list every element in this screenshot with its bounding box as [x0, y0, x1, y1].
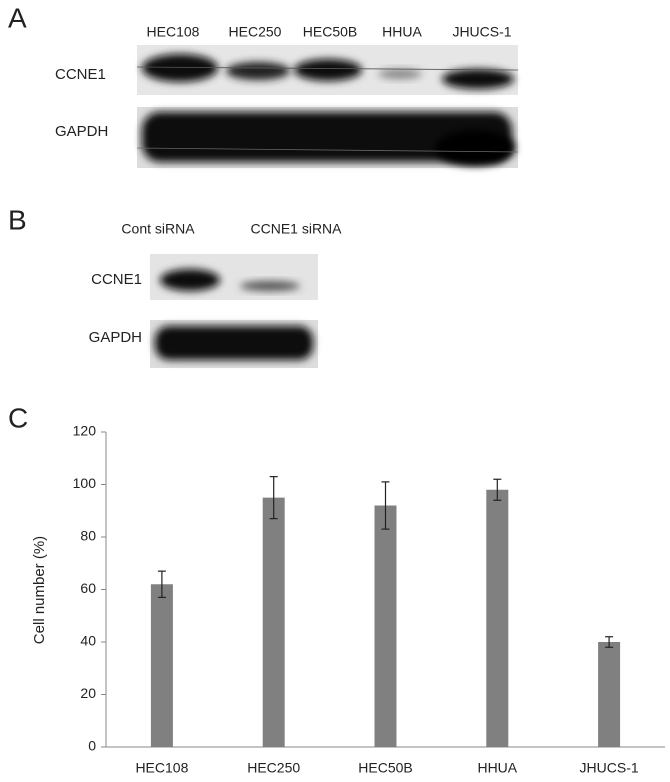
bar	[486, 489, 509, 747]
error-bar	[493, 478, 502, 501]
lane-label: JHUCS-1	[452, 24, 511, 40]
lane-label: HEC250	[229, 24, 282, 40]
x-tick-label: HEC50B	[358, 760, 412, 776]
error-bar	[157, 570, 166, 598]
panel-label: C	[8, 402, 28, 433]
bar	[598, 642, 621, 747]
protein-label: CCNE1	[55, 66, 106, 83]
x-tick-label: HHUA	[477, 760, 517, 776]
lane-label: HEC108	[147, 24, 200, 40]
error-bar	[269, 476, 278, 520]
bar	[150, 584, 173, 747]
y-tick-label: 60	[80, 580, 96, 596]
chart: 0 20 40 60 80 100 120 HEC108 HEC250 HEC50B HHUA JHU…	[73, 423, 665, 776]
error-bar	[605, 636, 614, 648]
y-axis-label: Cell number (%)	[31, 536, 48, 644]
y-tick-label: 40	[80, 633, 96, 649]
lane-label: CCNE1 siRNA	[250, 221, 342, 237]
x-tick-label: HEC108	[135, 760, 188, 776]
protein-label: GAPDH	[89, 329, 142, 346]
bar	[374, 505, 397, 747]
y-tick-label: 20	[80, 685, 96, 701]
lane-label: HHUA	[382, 24, 422, 40]
panel-label: A	[8, 2, 27, 33]
lane-label: HEC50B	[303, 24, 357, 40]
blot	[150, 320, 318, 368]
y-tick-label: 80	[80, 528, 96, 544]
bar	[262, 497, 285, 747]
blot	[136, 45, 519, 95]
lane-label: Cont siRNA	[121, 221, 195, 237]
y-tick-label: 0	[88, 738, 96, 754]
x-tick-label: JHUCS-1	[580, 760, 639, 776]
blot	[136, 107, 519, 168]
protein-label: CCNE1	[91, 271, 142, 288]
error-bar	[381, 481, 390, 530]
y-tick-label: 100	[73, 475, 97, 491]
x-tick-label: HEC250	[247, 760, 300, 776]
blot	[150, 254, 318, 300]
protein-label: GAPDH	[55, 123, 108, 140]
panel-label: B	[8, 204, 27, 235]
y-tick-label: 120	[73, 423, 97, 439]
